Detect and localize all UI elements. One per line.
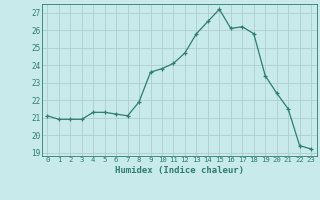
X-axis label: Humidex (Indice chaleur): Humidex (Indice chaleur)	[115, 166, 244, 175]
